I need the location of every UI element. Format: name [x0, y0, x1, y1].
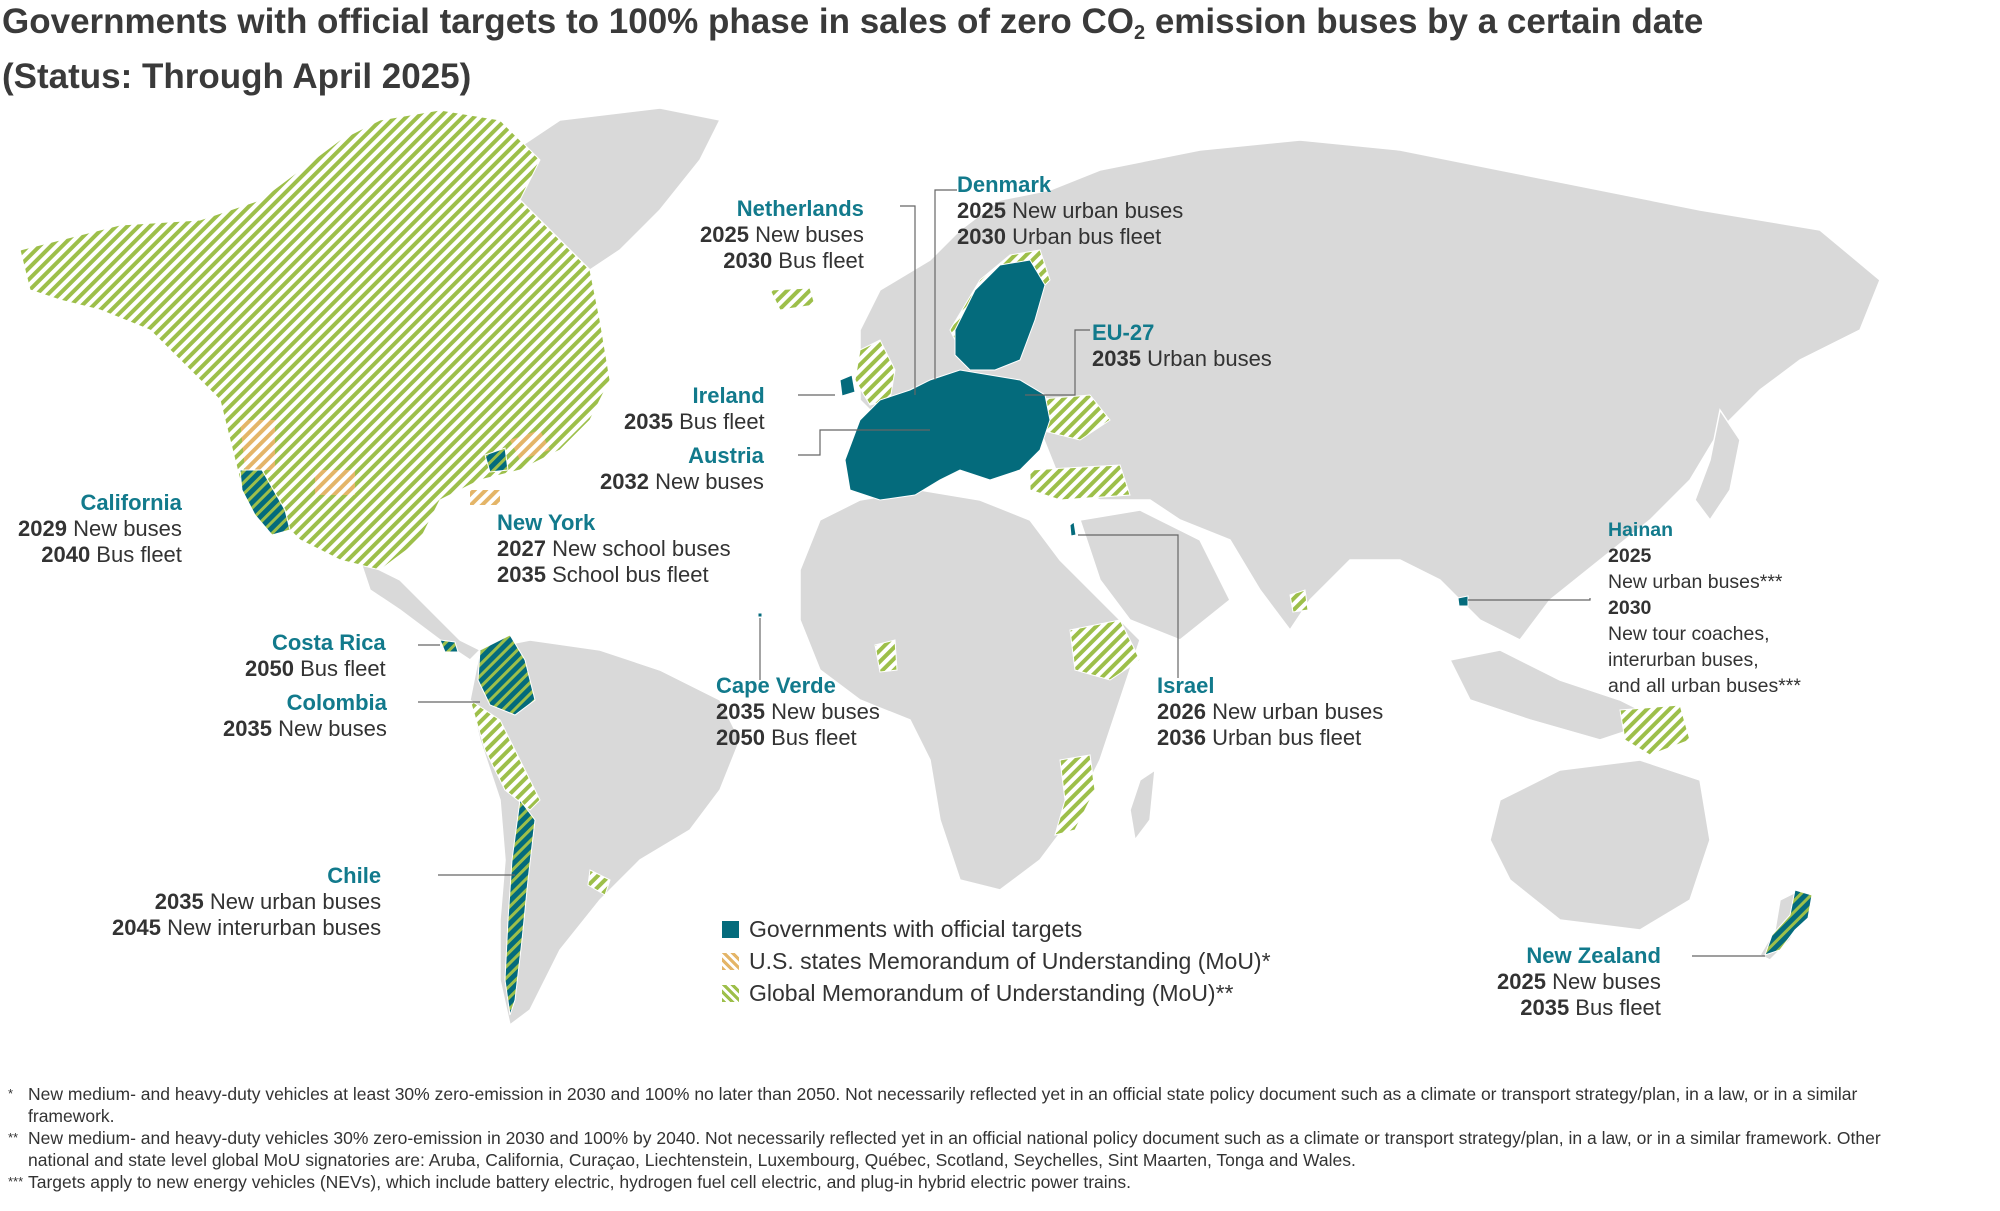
- hainan-shape: [1457, 595, 1469, 607]
- us-east-mou: [510, 430, 550, 460]
- south-america: [469, 639, 741, 1027]
- denmark-leader: [934, 189, 957, 380]
- turkey-region: [1029, 464, 1131, 501]
- png-region: [1619, 704, 1691, 756]
- legend-swatch-global-mou: [722, 984, 739, 1002]
- new-zealand-shape: [1764, 889, 1813, 956]
- finland-sweden: [954, 259, 1046, 371]
- canada-region: [19, 109, 611, 571]
- us-west-mou: [240, 420, 275, 470]
- eu-leader: [1025, 329, 1090, 396]
- label-chile: Chile 2035 New urban buses 2045 New inte…: [112, 863, 382, 940]
- ethiopia-region: [1069, 619, 1141, 681]
- chile-shape: [504, 798, 536, 1016]
- africa: [799, 489, 1141, 891]
- footnote-3: *** Targets apply to new energy vehicles …: [8, 1172, 1132, 1192]
- leader-lines: [418, 189, 1765, 957]
- legend-swatch-official: [722, 920, 739, 938]
- israel-shape: [1069, 521, 1077, 537]
- legend-item-us-mou: U.S. states Memorandum of Understanding …: [722, 945, 1271, 977]
- label-ireland: Ireland 2035 Bus fleet: [624, 383, 765, 434]
- label-colombia: Colombia 2035 New buses: [223, 690, 387, 741]
- india-region: [1289, 589, 1309, 613]
- world-map: [19, 107, 1881, 1027]
- legend-swatch-us-mou: [722, 952, 739, 970]
- cape-verde-shape: [757, 612, 763, 618]
- madagascar: [1129, 768, 1156, 842]
- israel-leader: [1078, 534, 1179, 678]
- colorado-mou: [315, 470, 355, 495]
- label-austria: Austria 2032 New buses: [600, 443, 764, 494]
- label-eu27: EU-27 2035 Urban buses: [1092, 320, 1272, 371]
- footnote-1: * New medium- and heavy-duty vehicles at …: [8, 1084, 1858, 1126]
- hainan-leader: [1468, 598, 1591, 601]
- label-hainan: Hainan 2025 New urban buses*** 2030 New …: [1608, 519, 1801, 697]
- netherlands-leader: [900, 205, 916, 395]
- legend-item-official: Governments with official targets: [722, 913, 1271, 945]
- uruguay-region: [587, 869, 611, 896]
- label-newzealand: New Zealand 2025 New buses 2035 Bus flee…: [1497, 943, 1661, 1020]
- us-mou-regions: [240, 420, 550, 505]
- nigeria-region: [874, 639, 898, 673]
- new-york-shape: [484, 447, 509, 473]
- legend-item-global-mou: Global Memorandum of Understanding (MoU)…: [722, 977, 1271, 1009]
- mozambique-region: [1054, 754, 1096, 836]
- label-california: California 2029 New buses 2040 Bus fleet: [18, 490, 182, 567]
- label-capeverde: Cape Verde 2035 New buses 2050 Bus fleet: [716, 673, 880, 750]
- label-denmark: Denmark 2025 New urban buses 2030 Urban …: [957, 172, 1184, 249]
- label-newyork: New York 2027 New school buses 2035 Scho…: [497, 510, 731, 587]
- label-costarica: Costa Rica 2050 Bus fleet: [245, 630, 386, 681]
- austria-leader: [798, 429, 930, 456]
- australia: [1489, 759, 1711, 931]
- label-israel: Israel 2026 New urban buses 2036 Urban b…: [1157, 673, 1384, 750]
- iceland-region: [769, 287, 816, 311]
- eu-region: [844, 369, 1051, 501]
- arabia: [1079, 509, 1231, 641]
- footnotes: * New medium- and heavy-duty vehicles at …: [8, 1083, 1890, 1193]
- ireland-shape: [839, 374, 856, 397]
- footnote-2: ** New medium- and heavy-duty vehicles 30…: [8, 1128, 1881, 1170]
- official-target-hatched: [239, 447, 1813, 1016]
- label-netherlands: Netherlands 2025 New buses 2030 Bus flee…: [700, 196, 864, 273]
- california-shape: [239, 469, 291, 536]
- map-legend: Governments with official targets U.S. s…: [722, 913, 1271, 1009]
- japan: [1694, 408, 1741, 522]
- page-title: Governments with official targets to 100…: [2, 2, 1704, 96]
- costa-rica-shape: [439, 639, 459, 653]
- colombia-shape: [477, 634, 536, 716]
- central-america: [358, 558, 482, 661]
- nc-mou: [470, 490, 500, 505]
- peru-chile-mou: [469, 698, 541, 811]
- official-target-regions: [757, 259, 1469, 618]
